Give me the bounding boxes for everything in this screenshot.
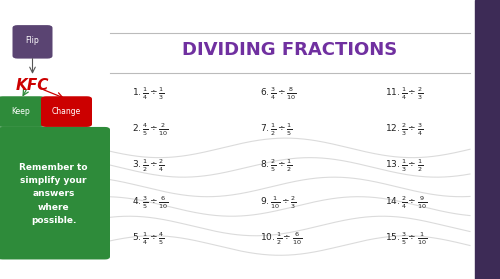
Text: $10. \frac{1}{2} \div \frac{6}{10}$: $10. \frac{1}{2} \div \frac{6}{10}$ xyxy=(260,230,302,247)
Text: Change: Change xyxy=(52,107,81,116)
Text: Flip: Flip xyxy=(26,36,40,45)
Text: DIVIDING FRACTIONS: DIVIDING FRACTIONS xyxy=(182,41,398,59)
FancyBboxPatch shape xyxy=(41,96,92,127)
Text: $15. \frac{3}{5} \div \frac{1}{10}$: $15. \frac{3}{5} \div \frac{1}{10}$ xyxy=(385,230,428,247)
Text: $11. \frac{1}{4} \div \frac{2}{3}$: $11. \frac{1}{4} \div \frac{2}{3}$ xyxy=(385,85,424,102)
FancyBboxPatch shape xyxy=(0,127,110,259)
Text: $14. \frac{2}{4} \div \frac{9}{10}$: $14. \frac{2}{4} \div \frac{9}{10}$ xyxy=(385,194,428,211)
Text: Keep: Keep xyxy=(12,107,30,116)
Text: $2.  \frac{4}{5} \div \frac{2}{10}$: $2. \frac{4}{5} \div \frac{2}{10}$ xyxy=(132,121,169,138)
FancyBboxPatch shape xyxy=(12,25,52,59)
Text: $5.  \frac{1}{4} \div \frac{4}{5}$: $5. \frac{1}{4} \div \frac{4}{5}$ xyxy=(132,230,165,247)
Text: $6.  \frac{3}{4} \div \frac{8}{10}$: $6. \frac{3}{4} \div \frac{8}{10}$ xyxy=(260,85,296,102)
Text: $1.  \frac{1}{4} \div \frac{1}{3}$: $1. \frac{1}{4} \div \frac{1}{3}$ xyxy=(132,85,165,102)
Text: $12. \frac{2}{3} \div \frac{3}{4}$: $12. \frac{2}{3} \div \frac{3}{4}$ xyxy=(385,121,424,138)
Text: $7.  \frac{1}{2} \div \frac{1}{5}$: $7. \frac{1}{2} \div \frac{1}{5}$ xyxy=(260,121,292,138)
Text: Remember to
simplify your
answers
where
possible.: Remember to simplify your answers where … xyxy=(19,163,88,225)
Text: $9.  \frac{1}{10} \div \frac{2}{3}$: $9. \frac{1}{10} \div \frac{2}{3}$ xyxy=(260,194,296,211)
Bar xyxy=(475,0,500,279)
Text: $13. \frac{1}{3} \div \frac{1}{2}$: $13. \frac{1}{3} \div \frac{1}{2}$ xyxy=(385,158,424,174)
Text: $3.  \frac{1}{2} \div \frac{2}{4}$: $3. \frac{1}{2} \div \frac{2}{4}$ xyxy=(132,158,165,174)
Text: $8.  \frac{2}{5} \div \frac{1}{2}$: $8. \frac{2}{5} \div \frac{1}{2}$ xyxy=(260,158,292,174)
Text: $4.  \frac{3}{5} \div \frac{6}{10}$: $4. \frac{3}{5} \div \frac{6}{10}$ xyxy=(132,194,169,211)
Text: KFC: KFC xyxy=(16,78,49,93)
FancyBboxPatch shape xyxy=(0,96,45,127)
